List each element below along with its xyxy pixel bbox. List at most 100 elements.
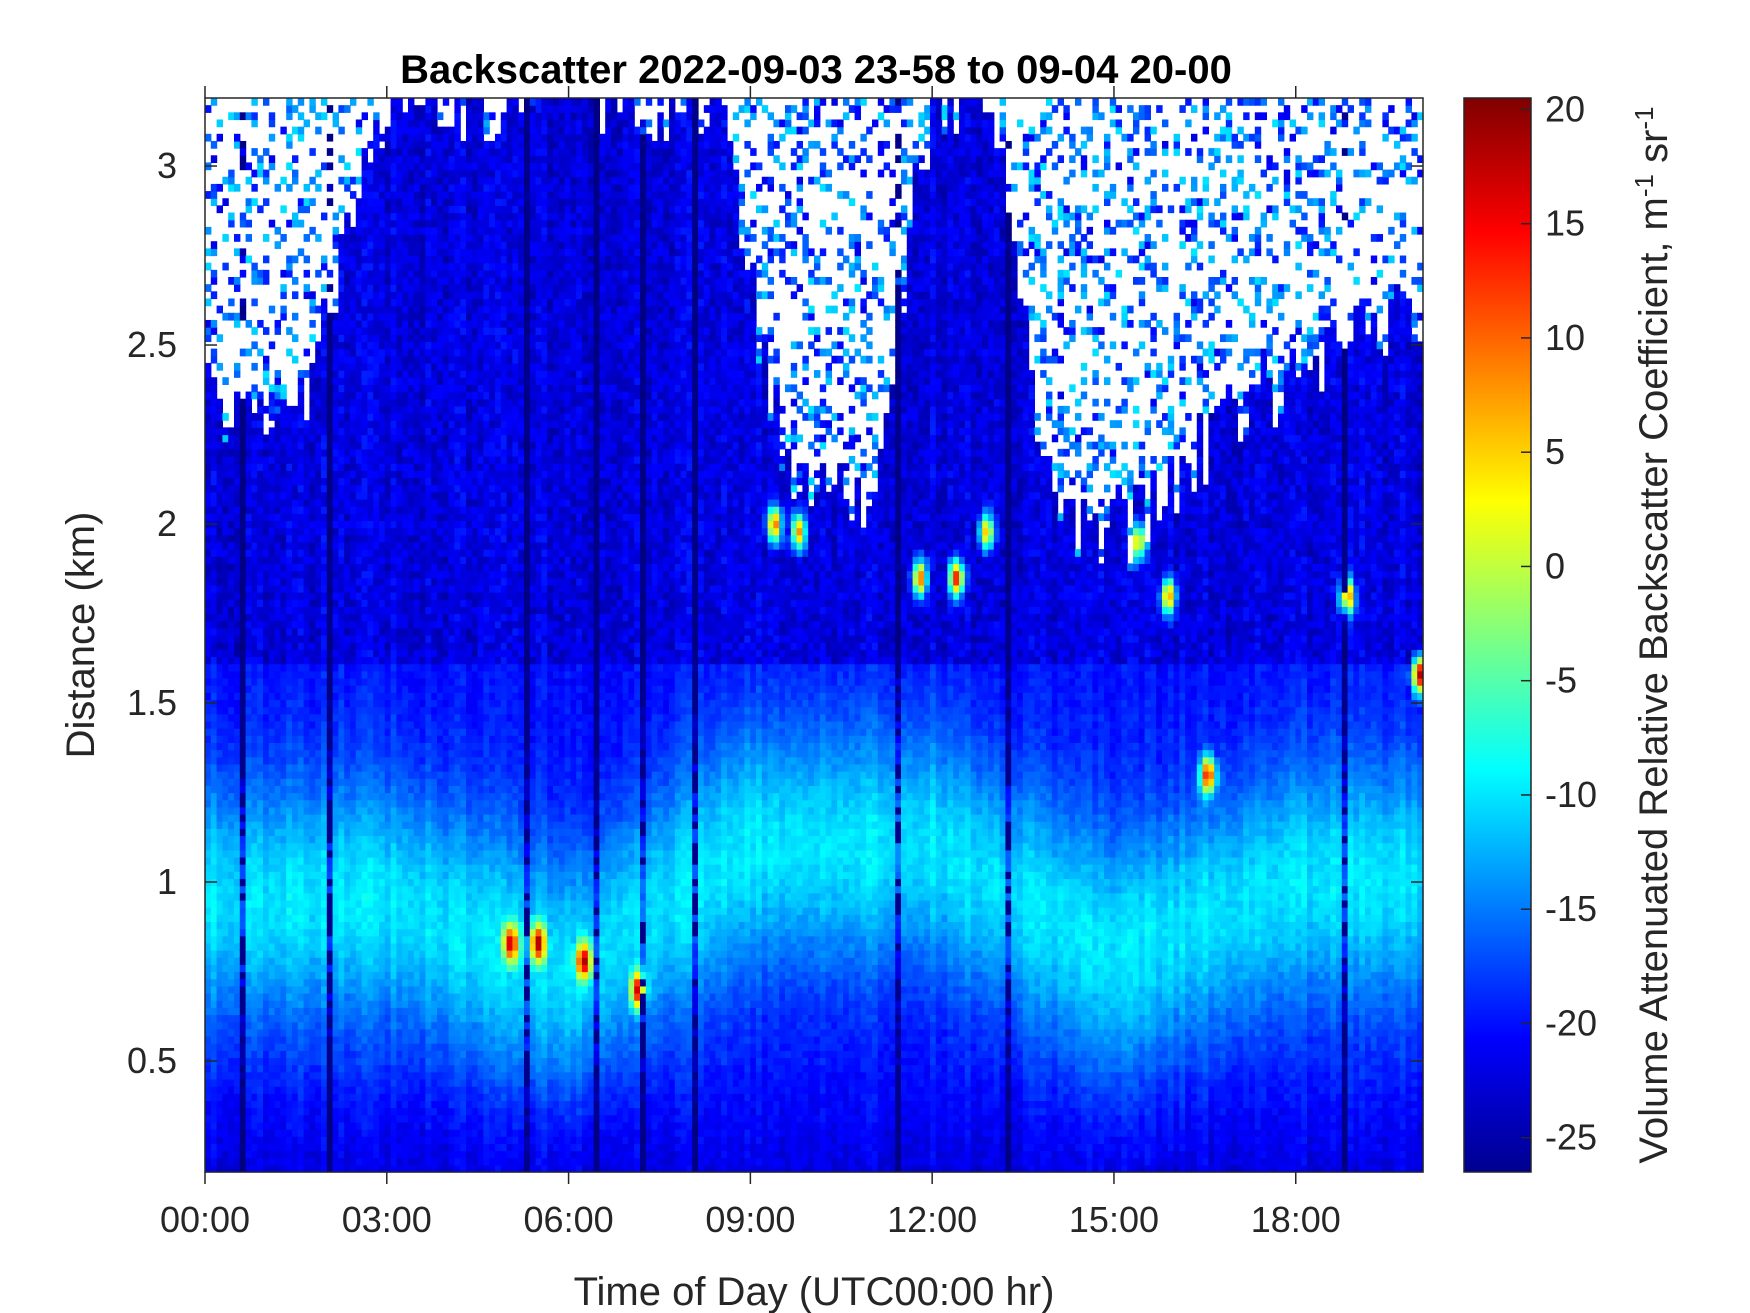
heatmap-cell <box>362 1108 368 1116</box>
heatmap-cell <box>246 413 252 421</box>
heatmap-cell <box>356 477 362 485</box>
heatmap-cell <box>211 707 217 715</box>
heatmap-cell <box>315 377 321 385</box>
heatmap-cell <box>379 563 385 571</box>
heatmap-cell <box>257 642 263 650</box>
heatmap-cell <box>385 1007 391 1015</box>
heatmap-cell <box>391 327 397 335</box>
heatmap-cell <box>298 964 304 972</box>
heatmap-cell <box>217 685 223 693</box>
heatmap-cell <box>408 399 414 407</box>
heatmap-cell <box>344 413 350 421</box>
heatmap-cell <box>327 413 333 421</box>
heatmap-cell <box>257 635 263 643</box>
heatmap-cell <box>379 793 385 801</box>
heatmap-cell <box>240 1057 246 1065</box>
heatmap-cell <box>240 1007 246 1015</box>
heatmap-cell <box>217 929 223 937</box>
heatmap-cell <box>205 377 211 385</box>
heatmap-cell <box>292 893 298 901</box>
heatmap-cell <box>338 284 344 292</box>
heatmap-cell <box>420 1065 426 1073</box>
heatmap-cell <box>309 699 315 707</box>
heatmap-cell <box>414 1158 420 1166</box>
heatmap-cell <box>292 585 298 593</box>
heatmap-cell <box>356 900 362 908</box>
heatmap-cell <box>402 914 408 922</box>
heatmap-cell <box>246 506 252 514</box>
heatmap-cell <box>280 1093 286 1101</box>
heatmap-cell <box>344 528 350 536</box>
heatmap-cell <box>338 857 344 865</box>
heatmap-cell <box>304 535 310 543</box>
heatmap-cell <box>391 1136 397 1144</box>
heatmap-cell <box>362 177 368 185</box>
heatmap-cell <box>246 1007 252 1015</box>
heatmap-cell <box>385 979 391 987</box>
heatmap-cell <box>257 528 263 536</box>
heatmap-cell <box>211 98 217 106</box>
heatmap-cell <box>263 356 269 364</box>
heatmap-cell <box>402 707 408 715</box>
heatmap-cell <box>240 1143 246 1151</box>
heatmap-cell <box>280 592 286 600</box>
heatmap-cell <box>275 1065 281 1073</box>
heatmap-cell <box>280 972 286 980</box>
heatmap-cell <box>338 1122 344 1130</box>
heatmap-cell <box>309 520 315 528</box>
heatmap-cell <box>391 649 397 657</box>
heatmap-cell <box>356 628 362 636</box>
heatmap-cell <box>321 628 327 636</box>
heatmap-cell <box>309 972 315 980</box>
heatmap-cell <box>292 642 298 650</box>
heatmap-cell <box>251 413 257 421</box>
heatmap-cell <box>408 119 414 127</box>
heatmap-cell <box>257 1036 263 1044</box>
heatmap-cell <box>356 284 362 292</box>
heatmap-cell <box>391 1014 397 1022</box>
heatmap-cell <box>350 563 356 571</box>
heatmap-cell <box>217 592 223 600</box>
heatmap-cell <box>396 1043 402 1051</box>
heatmap-cell <box>246 585 252 593</box>
heatmap-cell <box>211 742 217 750</box>
heatmap-cell <box>275 241 281 249</box>
heatmap-cell <box>350 1043 356 1051</box>
heatmap-cell <box>286 141 292 149</box>
heatmap-cell <box>338 349 344 357</box>
heatmap-cell <box>385 1057 391 1065</box>
heatmap-cell <box>257 614 263 622</box>
heatmap-cell <box>425 1122 431 1130</box>
heatmap-cell <box>396 578 402 586</box>
heatmap-cell <box>275 757 281 765</box>
heatmap-cell <box>309 492 315 500</box>
heatmap-cell <box>385 563 391 571</box>
heatmap-cell <box>373 170 379 178</box>
heatmap-cell <box>222 535 228 543</box>
heatmap-cell <box>414 198 420 206</box>
heatmap-cell <box>217 1000 223 1008</box>
heatmap-cell <box>240 298 246 306</box>
heatmap-cell <box>240 850 246 858</box>
heatmap-cell <box>321 828 327 836</box>
heatmap-cell <box>350 413 356 421</box>
heatmap-cell <box>211 821 217 829</box>
heatmap-cell <box>333 642 339 650</box>
heatmap-cell <box>286 649 292 657</box>
heatmap-cell <box>362 742 368 750</box>
heatmap-cell <box>414 435 420 443</box>
heatmap-cell <box>373 707 379 715</box>
heatmap-cell <box>379 1057 385 1065</box>
heatmap-cell <box>396 835 402 843</box>
heatmap-cell <box>263 98 269 106</box>
heatmap-cell <box>356 707 362 715</box>
heatmap-cell <box>257 485 263 493</box>
heatmap-cell <box>298 821 304 829</box>
heatmap-cell <box>385 936 391 944</box>
heatmap-cell <box>257 1129 263 1137</box>
heatmap-cell <box>350 435 356 443</box>
heatmap-cell <box>222 621 228 629</box>
heatmap-cell <box>379 456 385 464</box>
heatmap-cell <box>315 614 321 622</box>
heatmap-cell <box>269 714 275 722</box>
